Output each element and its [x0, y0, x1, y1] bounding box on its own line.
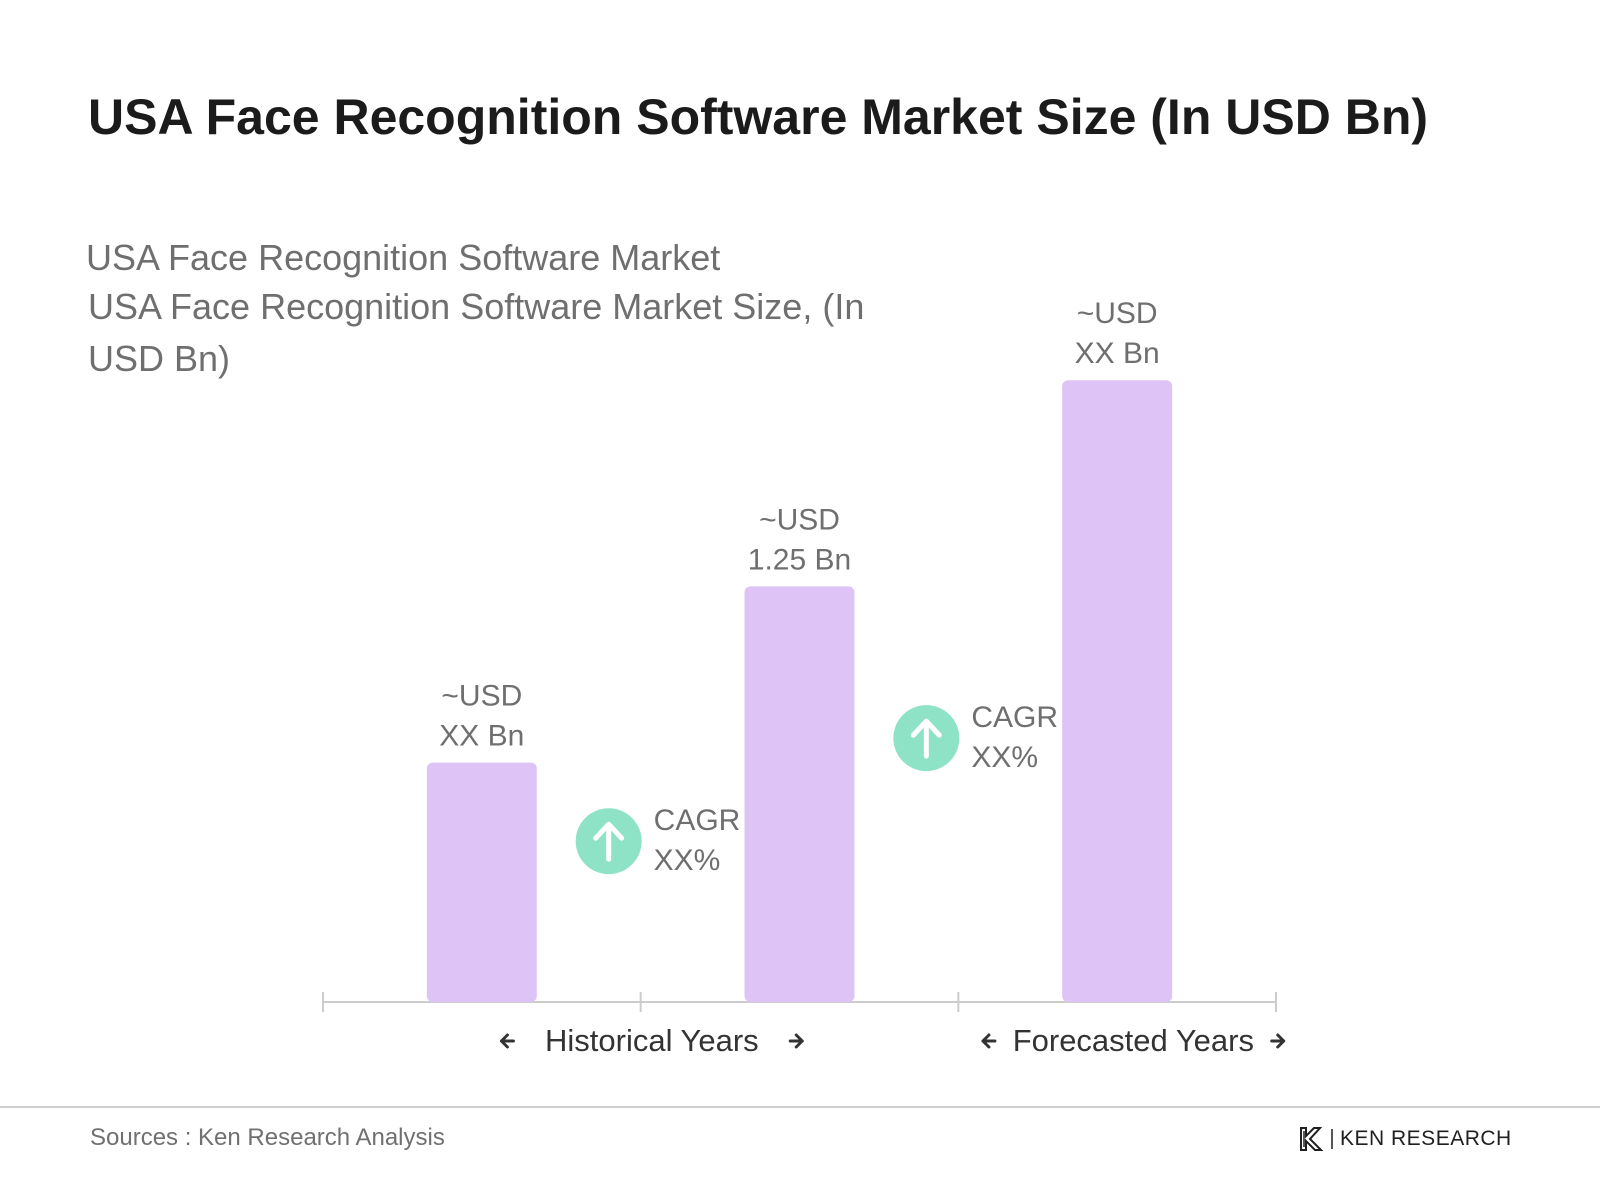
bar-value-label: ~USD: [1077, 297, 1158, 330]
bar-value-label: 1.25 Bn: [748, 543, 851, 576]
bar-value-label: XX Bn: [1075, 337, 1160, 370]
cagr-value: XX%: [654, 844, 721, 877]
page-title: USA Face Recognition Software Market Siz…: [88, 89, 1429, 145]
bar: [744, 586, 855, 1002]
arrow-left-icon: [499, 1033, 515, 1049]
period-label: Historical Years: [545, 1023, 759, 1058]
cagr-label: CAGR: [971, 701, 1058, 734]
arrow-right-icon: [788, 1033, 804, 1049]
bar: [1062, 380, 1173, 1003]
chart-title: USA Face Recognition Software Market: [86, 237, 721, 278]
bar-value-label: ~USD: [759, 503, 840, 536]
chart-subtitle: USA Face Recognition Software Market Siz…: [88, 286, 865, 379]
arrow-up-icon: [910, 718, 942, 759]
ken-research-logo: KEN RESEARCH: [1298, 1126, 1512, 1152]
arrow-right-icon: [1270, 1033, 1286, 1049]
bar-value-label: XX Bn: [439, 720, 524, 753]
period-label: Forecasted Years: [1013, 1023, 1254, 1058]
logo-text: KEN RESEARCH: [1340, 1127, 1512, 1150]
cagr-value: XX%: [971, 741, 1038, 774]
bar-chart: ~USD XX Bn ~USD 1.25 Bn ~USD XX Bn CAGR XX% CAGR…: [322, 297, 1286, 1058]
bar: [426, 762, 537, 1002]
arrow-up-icon: [593, 821, 625, 862]
logo-separator: [1331, 1129, 1333, 1149]
footer-divider: [0, 1106, 1600, 1108]
bar-value-label: ~USD: [441, 680, 522, 713]
sources-note: Sources : Ken Research Analysis: [90, 1124, 445, 1151]
cagr-label: CAGR: [654, 804, 741, 837]
arrow-left-icon: [981, 1033, 997, 1049]
ken-research-logo-icon: [1300, 1127, 1324, 1151]
